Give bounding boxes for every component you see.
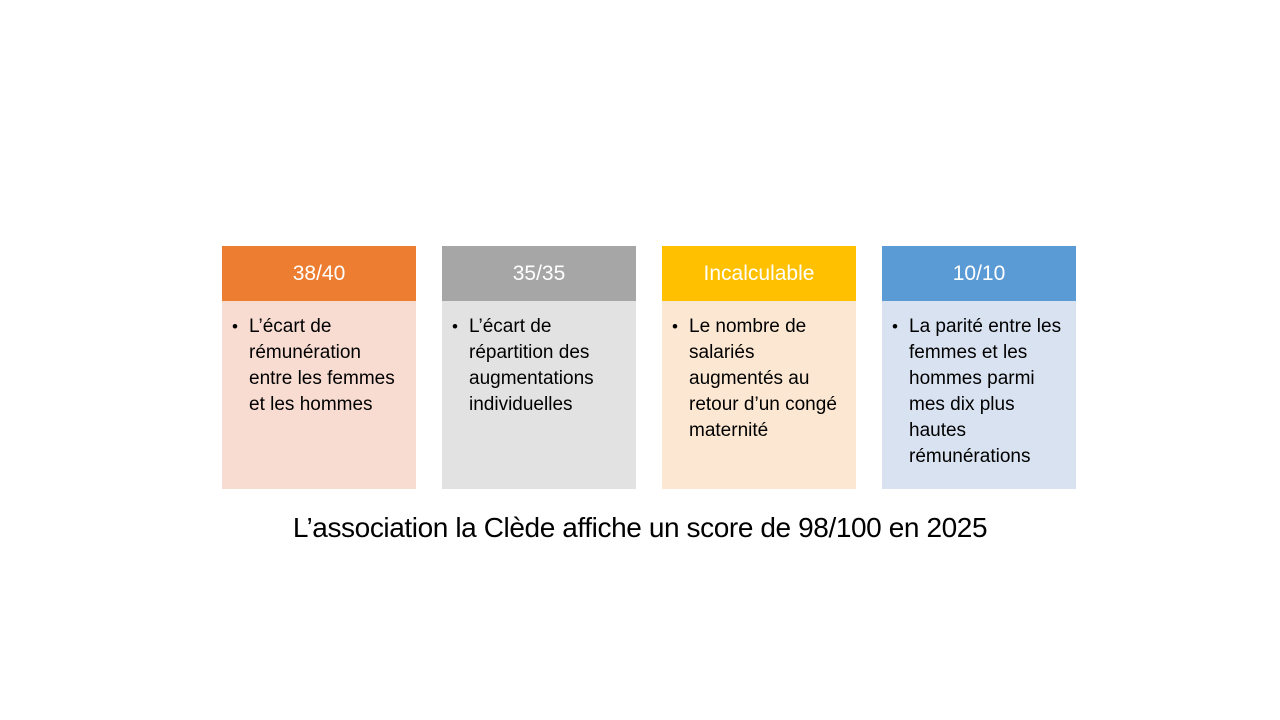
bullet-text: La parité entre les femmes et les hommes… xyxy=(909,316,1062,467)
card-top-ten-parity: 10/10 • La parité entre les femmes et le… xyxy=(882,246,1076,489)
bullet-icon: • xyxy=(452,317,458,336)
bullet-item: • L’écart de répartition des augmentatio… xyxy=(452,314,624,418)
bullet-text: Le nombre de salariés augmentés au retou… xyxy=(689,316,837,441)
card-body: • Le nombre de salariés augmentés au ret… xyxy=(662,301,856,489)
bullet-item: • La parité entre les femmes et les homm… xyxy=(892,314,1064,470)
bullet-item: • L’écart de rémunération entre les femm… xyxy=(232,314,404,418)
card-augmentation-gap: 35/35 • L’écart de répartition des augme… xyxy=(442,246,636,489)
slide-caption: L’association la Clède affiche un score … xyxy=(292,512,988,543)
bullet-icon: • xyxy=(672,317,678,336)
bullet-icon: • xyxy=(232,317,238,336)
card-body: • L’écart de répartition des augmentatio… xyxy=(442,301,636,489)
card-maternity-raises: Incalculable • Le nombre de salariés aug… xyxy=(662,246,856,489)
score-header: 35/35 xyxy=(442,246,636,301)
bullet-text: L’écart de répartition des augmentations… xyxy=(469,316,594,415)
score-header: 38/40 xyxy=(222,246,416,301)
bullet-icon: • xyxy=(892,317,898,336)
card-body: • L’écart de rémunération entre les femm… xyxy=(222,301,416,489)
score-header: Incalculable xyxy=(662,246,856,301)
card-body: • La parité entre les femmes et les homm… xyxy=(882,301,1076,489)
bullet-item: • Le nombre de salariés augmentés au ret… xyxy=(672,314,844,444)
indicator-cards-row: 38/40 • L’écart de rémunération entre le… xyxy=(222,246,1076,489)
bullet-text: L’écart de rémunération entre les femmes… xyxy=(249,316,395,415)
score-header: 10/10 xyxy=(882,246,1076,301)
card-remuneration-gap: 38/40 • L’écart de rémunération entre le… xyxy=(222,246,416,489)
